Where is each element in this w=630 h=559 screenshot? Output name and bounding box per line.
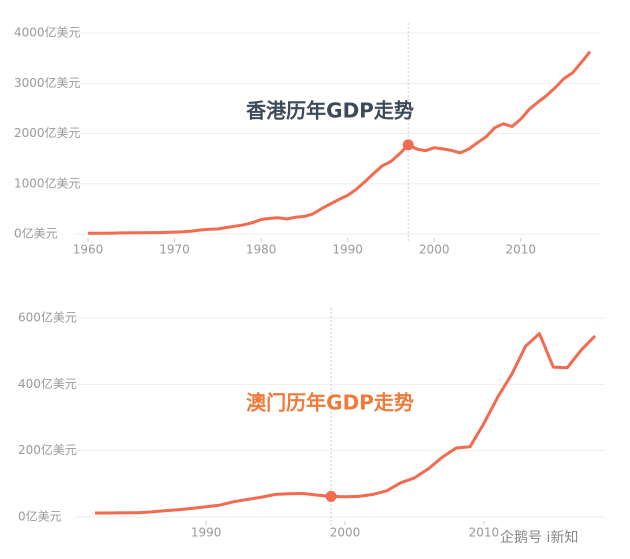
chart-title: 香港历年GDP走势 <box>246 99 414 123</box>
data-line <box>88 50 592 235</box>
y-tick-label: 0亿美元 <box>14 226 58 241</box>
x-tick-label: 2010 <box>505 243 536 257</box>
y-tick-label: 1000亿美元 <box>14 175 81 190</box>
x-tick-label: 2000 <box>419 243 450 257</box>
y-tick-label: 4000亿美元 <box>14 25 81 40</box>
x-tick-label: 1990 <box>332 243 363 257</box>
y-tick-label: 0亿美元 <box>18 509 62 524</box>
x-tick-label: 1990 <box>191 526 222 540</box>
chart-title: 澳门历年GDP走势 <box>246 391 414 415</box>
x-tick-label: 2000 <box>330 526 361 540</box>
x-tick-label: 2010 <box>469 526 500 540</box>
y-tick-label: 400亿美元 <box>18 376 77 391</box>
data-line <box>95 332 597 515</box>
y-tick-label: 200亿美元 <box>18 442 77 457</box>
x-tick-label: 1980 <box>246 243 277 257</box>
highlight-point <box>325 490 337 502</box>
watermark: 企鹅号 i新知 <box>500 529 578 546</box>
y-tick-label: 600亿美元 <box>18 310 77 325</box>
y-tick-label: 2000亿美元 <box>14 125 81 140</box>
x-tick-label: 1960 <box>73 243 104 257</box>
y-tick-label: 3000亿美元 <box>14 75 81 90</box>
x-tick-label: 1970 <box>159 243 190 257</box>
highlight-point <box>402 139 414 151</box>
